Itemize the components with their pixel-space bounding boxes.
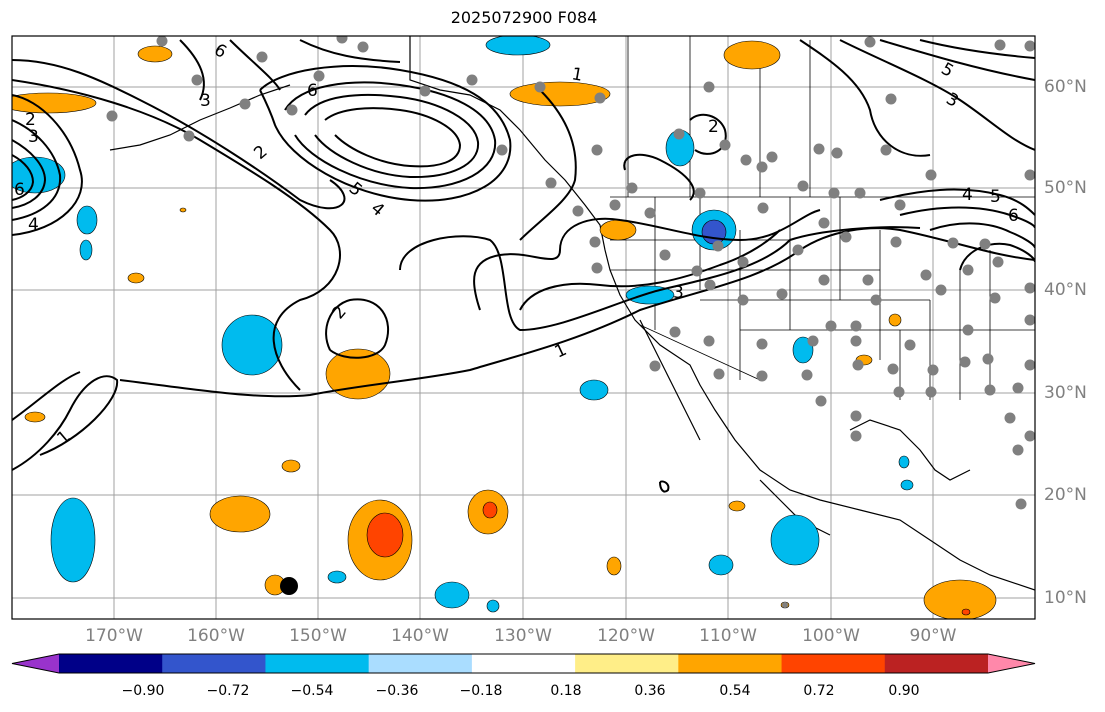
colorbar-tick-label: 0.90 [888,683,920,699]
colorbar-segment [884,654,989,673]
colorbar-tick-label: 0.36 [634,683,666,699]
map-frame [11,35,1036,620]
colorbar-segment [988,654,1035,673]
colorbar-segment [12,654,59,673]
contour-label: 3 [673,283,684,303]
lon-label: 120°W [597,626,655,646]
colorbar-segment [678,654,783,673]
colorbar-tick-label: −0.18 [459,683,503,699]
lat-label: 10°N [1044,588,1087,608]
political-borders [610,36,1035,400]
contour-label: 3 [200,91,211,111]
colorbar-tick-label: 0.72 [803,683,835,699]
colorbar-segment [781,654,886,673]
contour-label: 3 [28,127,39,147]
lat-label: 40°N [1044,280,1087,300]
colorbar-tick-label: 0.54 [719,683,751,699]
lat-label: 20°N [1044,485,1087,505]
lon-label: 90°W [909,626,957,646]
lon-label: 110°W [699,626,757,646]
station-markers [106,36,1035,608]
colorbar [11,653,1036,674]
map-title: 2025072900 F084 [450,8,598,27]
contour-label: 2 [25,110,36,130]
lon-label: 100°W [802,626,860,646]
colorbar-segment [162,654,266,673]
lat-label: 50°N [1044,178,1087,198]
colorbar-tick-label: 0.18 [550,683,582,699]
lat-label: 30°N [1044,383,1087,403]
colorbar-tick-label: −0.90 [121,683,165,699]
lat-label: 60°N [1044,77,1087,97]
contour-label: 1 [570,64,584,86]
colorbar-tick-label: −0.72 [206,683,250,699]
contour-label: 6 [14,180,25,200]
contour-label: 4 [28,215,39,235]
contour-label: 2 [708,117,719,137]
storm-marker [280,577,298,595]
colorbar-tick-label: −0.54 [290,683,334,699]
contour-label: 6 [1008,206,1019,226]
colorbar-outline [11,653,1036,674]
colorbar-segment [575,654,679,673]
colorbar-segment [59,654,163,673]
lon-label: 130°W [494,626,552,646]
graticule [12,36,1035,619]
contour-lines [12,39,1035,493]
colorbar-segment [265,654,370,673]
colorbar-segment [368,654,473,673]
contour-label: 4 [962,185,973,205]
contour-label: 5 [990,187,1001,207]
lon-label: 170°W [85,626,143,646]
lon-label: 160°W [187,626,245,646]
lon-label: 140°W [391,626,449,646]
colorbar-segment [471,654,576,673]
contour-label: 6 [307,81,318,101]
colorbar-tick-label: −0.36 [375,683,419,699]
lon-label: 150°W [289,626,347,646]
